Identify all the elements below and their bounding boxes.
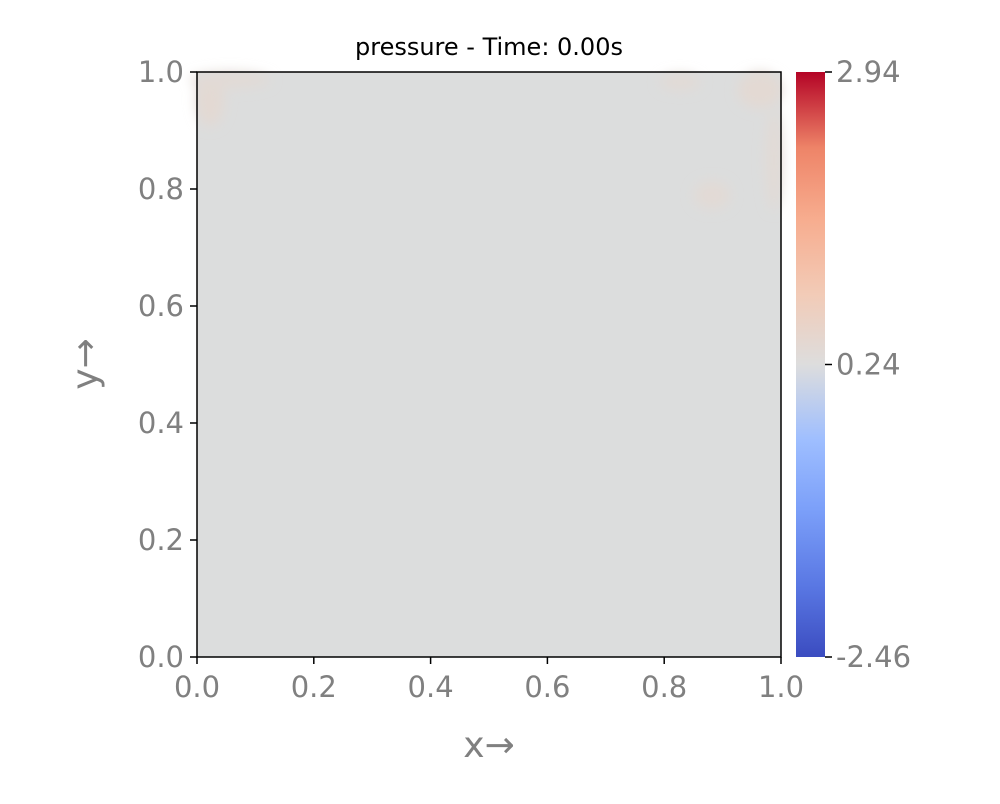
heatmap-patch-right-edge <box>766 110 782 210</box>
heatmap-patch-top-left-edge <box>190 72 270 88</box>
y-axis-ticks: 0.0 0.2 0.4 0.6 0.8 1.0 <box>138 55 197 674</box>
x-tick-label: 0.2 <box>291 670 337 704</box>
colorbar <box>796 72 825 657</box>
colorbar-tick-label: -2.46 <box>836 640 911 674</box>
x-tick-label: 1.0 <box>758 670 804 704</box>
x-tick-label: 0.4 <box>408 670 454 704</box>
heatmap-patch-right-upper <box>694 181 730 209</box>
y-axis-label: y→ <box>65 338 106 389</box>
heatmap-patch-top-right <box>738 72 782 108</box>
plot-frame <box>196 71 782 658</box>
heatmap-warm-patches <box>190 72 782 210</box>
x-axis-label: x→ <box>463 725 514 766</box>
y-tick-label: 0.6 <box>138 289 184 323</box>
y-tick-label: 0.4 <box>138 406 184 440</box>
x-tick-label: 0.8 <box>641 670 687 704</box>
x-tick-label: 0.0 <box>174 670 220 704</box>
y-tick-label: 1.0 <box>138 55 184 89</box>
colorbar-ticks: -2.46 0.24 2.94 <box>825 55 911 674</box>
y-tick-label: 0.8 <box>138 172 184 206</box>
y-tick-label: 0.2 <box>138 523 184 557</box>
y-tick-label: 0.0 <box>138 640 184 674</box>
colorbar-tick-label: 2.94 <box>836 55 901 89</box>
heatmap-field <box>197 72 781 657</box>
x-axis-ticks: 0.0 0.2 0.4 0.6 0.8 1.0 <box>174 657 804 704</box>
chart-title: pressure - Time: 0.00s <box>355 33 623 61</box>
x-tick-label: 0.6 <box>524 670 570 704</box>
heatmap-patch-top-right-mid <box>660 74 700 90</box>
colorbar-tick-label: 0.24 <box>836 348 901 382</box>
